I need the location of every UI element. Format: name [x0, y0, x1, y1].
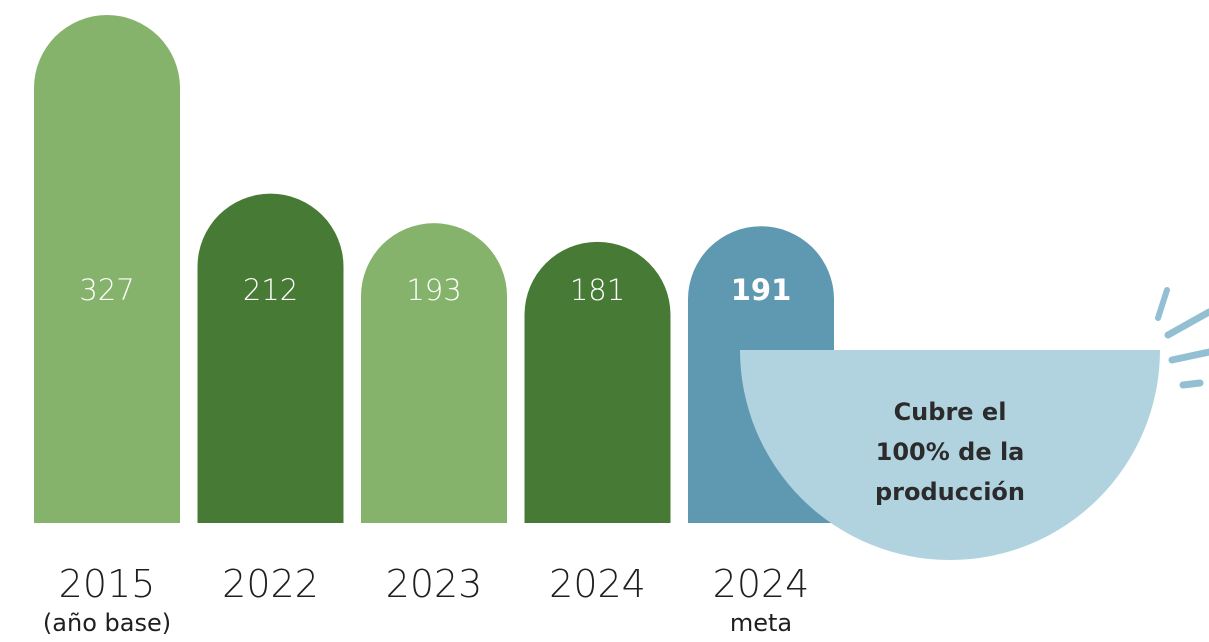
x-tick-label: 2022: [222, 562, 319, 606]
bar-2015-añobase: [34, 15, 180, 523]
bar-value-label: 191: [731, 273, 792, 307]
callout: Cubre el 100% de la producción: [740, 287, 1209, 560]
callout-percentage: 100%: [876, 438, 950, 466]
bar-value-label: 181: [570, 273, 625, 307]
callout-line-1: Cubre el: [894, 398, 1007, 426]
callout-line-2-rest: de la: [950, 438, 1025, 466]
bar-value-label: 212: [243, 273, 298, 307]
splash-accent-4: [1179, 379, 1204, 389]
x-axis-labels: 2015 (año base) 2022 2023 2024 2024 meta: [43, 562, 809, 637]
bar-2022: [197, 193, 344, 524]
splash-accent-2: [1164, 308, 1209, 339]
bars-group: [34, 15, 834, 524]
splash-accent-3: [1168, 348, 1209, 364]
x-tick-label: 2015: [59, 562, 156, 606]
x-tick-sublabel: (año base): [43, 609, 171, 637]
splash-accent-1: [1155, 287, 1170, 321]
bar-value-label: 327: [79, 273, 134, 307]
x-tick-label: 2024: [549, 562, 646, 606]
x-tick-label: 2023: [386, 562, 483, 606]
callout-line-2: 100% de la: [876, 438, 1025, 466]
x-tick-label: 2024: [713, 562, 810, 606]
value-labels-group: 327 212 193 181 191: [79, 273, 791, 307]
callout-bowl-shape: [740, 350, 1160, 560]
bar-value-label: 193: [406, 273, 461, 307]
callout-line-3: producción: [875, 478, 1025, 506]
bar-2023: [361, 223, 507, 523]
bar-2024: [524, 241, 671, 523]
x-tick-sublabel: meta: [730, 609, 792, 637]
